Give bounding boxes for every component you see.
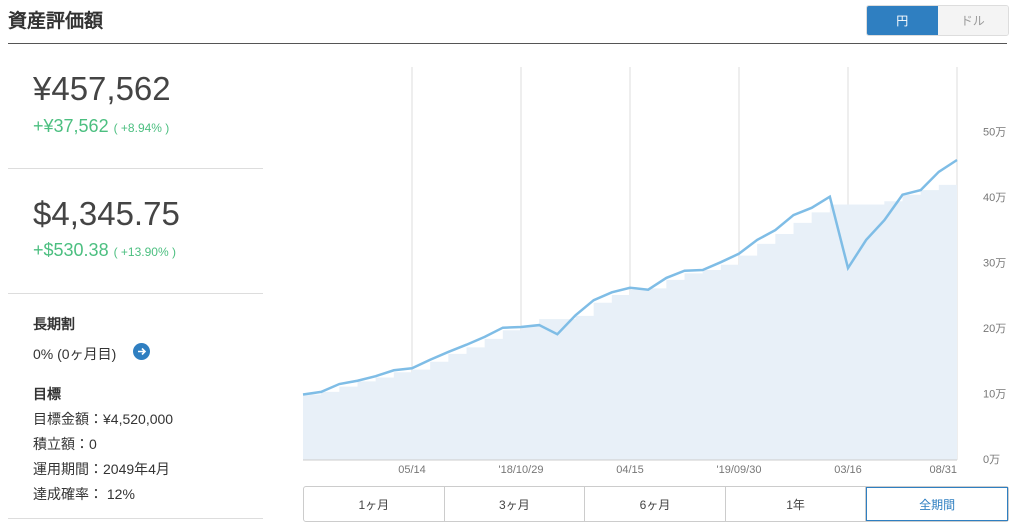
x-tick-label: 08/31 [929,464,957,476]
period-button[interactable]: 6ヶ月 [585,487,726,521]
jpy-change-pct: ( +8.94% ) [113,121,170,135]
section-title: 長期割 [33,316,75,332]
divider [8,43,1007,44]
period-button[interactable]: 1年 [726,487,867,521]
usd-change-amount: +$530.38 [33,240,109,260]
goal-item: 目標金額：¥4,520,000 [33,411,174,427]
page-title: 資産評価額 [8,11,104,32]
usd-change-pct: ( +13.90% ) [113,245,176,259]
arrow-icon [138,347,147,356]
jpy-change-amount: +¥37,562 [33,116,109,136]
jpy-change: +¥37,562 ( +8.94% ) [33,116,169,137]
y-tick-label: 10万 [983,388,1006,400]
jpy-value: ¥457,562 [33,70,171,107]
y-tick-label: 40万 [983,192,1006,204]
period-button[interactable]: 1ヶ月 [304,487,445,521]
y-tick-label: 50万 [983,126,1006,138]
goal-item: 達成確率： 12% [33,486,135,502]
x-tick-label: '18/10/29 [499,464,544,476]
divider [8,168,263,169]
usd-change: +$530.38 ( +13.90% ) [33,240,176,261]
chart: 05/14 '18/10/29 04/15 '19/09/30 03/16 08/31 0万… [302,67,1006,476]
currency-button[interactable]: 円 [867,6,938,35]
period-selector: 1ヶ月 3ヶ月 6ヶ月 1年 全期間 [303,486,1009,522]
arrow-button[interactable] [133,343,150,360]
period-button[interactable]: 3ヶ月 [445,487,586,521]
currency-toggle: 円 ドル [866,5,1009,36]
y-tick-label: 30万 [983,257,1006,269]
x-tick-label: 05/14 [398,464,426,476]
period-button[interactable]: 全期間 [866,487,1008,521]
divider [8,518,263,519]
y-tick-label: 20万 [983,323,1006,335]
x-tick-label: 04/15 [616,464,644,476]
currency-button[interactable]: ドル [937,6,1008,35]
usd-value: $4,345.75 [33,195,180,232]
divider [8,293,263,294]
goal-item: 運用期間：2049年4月 [33,461,170,477]
x-tick-label: '19/09/30 [717,464,762,476]
goal-item: 積立額：0 [33,436,97,452]
x-tick-label: 03/16 [834,464,862,476]
contribution-area [303,184,957,460]
long-term-value: 0% (0ヶ月目) [33,346,117,362]
section-title: 目標 [33,386,61,402]
value-line [302,158,958,396]
y-tick-label: 0万 [983,454,1000,466]
